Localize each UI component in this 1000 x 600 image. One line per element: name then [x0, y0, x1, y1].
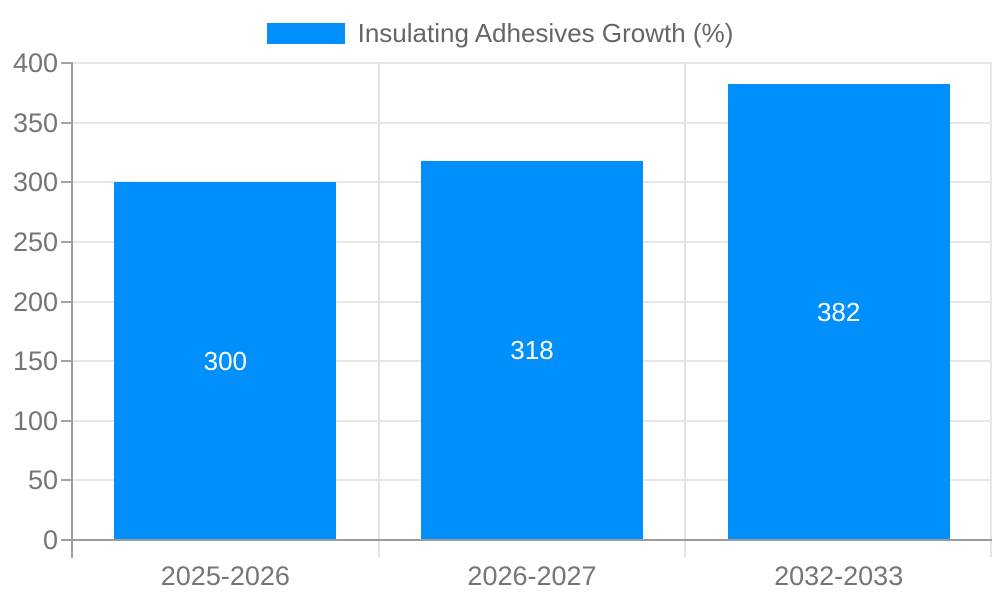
y-tick-label: 50 — [27, 465, 58, 496]
y-axis-tick — [61, 62, 72, 64]
x-tick-label: 2026-2027 — [467, 561, 597, 591]
y-axis-tick — [61, 479, 72, 482]
bar — [421, 160, 643, 540]
y-axis-tick — [61, 300, 72, 303]
y-axis-tick — [61, 419, 72, 422]
y-tick-label: 150 — [12, 346, 58, 377]
gridline-vertical — [377, 63, 380, 557]
gridline-horizontal — [72, 121, 992, 124]
legend: Insulating Adhesives Growth (%) — [0, 18, 1000, 48]
bar — [114, 182, 337, 540]
bar-value-label: 318 — [510, 335, 554, 366]
x-tick-label: 2032-2033 — [774, 561, 904, 591]
y-axis-tick — [61, 181, 72, 184]
gridline-vertical — [684, 63, 687, 557]
y-axis-tick — [61, 240, 72, 243]
x-tick-label: 2025-2026 — [160, 561, 290, 591]
y-axis-line — [71, 62, 73, 558]
plot-border-right — [990, 62, 992, 557]
y-axis-tick — [61, 539, 72, 541]
legend-label: Insulating Adhesives Growth (%) — [357, 18, 734, 48]
y-axis-tick — [61, 360, 72, 363]
y-axis-tick — [61, 121, 72, 124]
y-tick-label: 0 — [42, 525, 58, 555]
bar-value-label: 300 — [203, 346, 248, 377]
y-tick-label: 300 — [12, 167, 58, 198]
y-tick-label: 200 — [12, 286, 58, 317]
y-tick-label: 100 — [12, 405, 58, 436]
legend-swatch-icon — [266, 22, 345, 44]
x-axis-line — [71, 539, 992, 541]
y-tick-label: 350 — [12, 107, 58, 138]
plot-border-top — [72, 62, 992, 64]
bar — [727, 84, 950, 540]
legend-item[interactable]: Insulating Adhesives Growth (%) — [266, 18, 734, 48]
bar-value-label: 382 — [816, 297, 861, 328]
y-tick-label: 400 — [12, 48, 58, 78]
y-tick-label: 250 — [12, 226, 58, 257]
